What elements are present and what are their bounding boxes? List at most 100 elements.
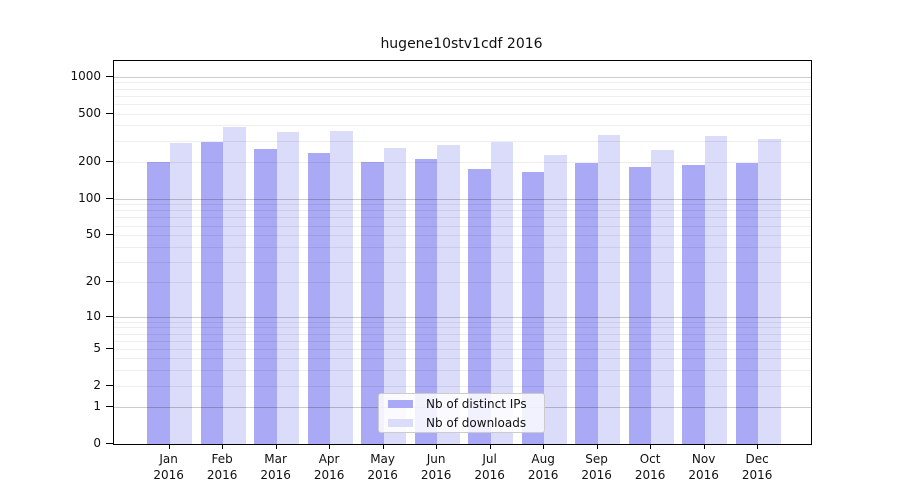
y-tick-label-2: 2 (93, 377, 101, 392)
gridline-500 (114, 113, 811, 115)
y-tick-label-1000: 1000 (70, 68, 101, 83)
x-tick-label-sep: Sep 2016 (581, 452, 612, 482)
legend-label-distinct-ips: Nb of distinct IPs (426, 396, 527, 411)
gridline-800 (114, 88, 811, 90)
y-tick-200 (106, 161, 113, 163)
bar-sep-downloads (597, 135, 621, 444)
x-tick-mar (275, 444, 277, 449)
bar-jun-downloads (437, 145, 460, 444)
y-tick-label-10: 10 (85, 308, 101, 323)
x-tick-label-jun: Jun 2016 (420, 452, 452, 482)
x-tick-jan (168, 444, 170, 449)
gridline-9 (114, 321, 811, 323)
bar-may-downloads (383, 147, 407, 444)
bar-nov-downloads (704, 136, 728, 444)
legend-label-downloads: Nb of downloads (426, 415, 527, 430)
gridline-300 (114, 140, 811, 142)
gridline-900 (114, 82, 811, 84)
gridline-6 (114, 340, 811, 342)
y-tick-label-500: 500 (78, 105, 101, 120)
bar-dec-downloads (758, 139, 781, 444)
gridline-4 (114, 358, 811, 360)
x-tick-nov (703, 444, 705, 449)
bar-jul-distinct-ips (468, 169, 491, 444)
chart-title: hugene10stv1cdf 2016 (380, 36, 543, 52)
bar-oct-downloads (651, 150, 674, 444)
plot-canvas (114, 61, 811, 444)
y-tick-0 (106, 443, 113, 444)
gridline-8 (114, 327, 811, 329)
gridline-80 (114, 210, 811, 212)
y-tick-label-200: 200 (78, 154, 101, 169)
y-tick-label-0: 0 (93, 436, 101, 450)
x-tick-label-feb: Feb 2016 (206, 452, 238, 482)
bar-jan-distinct-ips (147, 162, 170, 444)
legend: Nb of distinct IPs Nb of downloads (378, 393, 545, 433)
plot-area (113, 60, 812, 445)
gridline-1000 (114, 76, 811, 78)
legend-swatch-downloads (388, 418, 413, 427)
y-tick-1000 (106, 75, 113, 77)
y-tick-20 (106, 281, 113, 283)
bar-apr-distinct-ips (307, 152, 331, 444)
bar-sep-distinct-ips (575, 163, 598, 444)
bar-feb-downloads (223, 127, 246, 444)
y-tick-1 (106, 406, 113, 408)
x-tick-aug (543, 444, 545, 449)
bar-jun-distinct-ips (414, 158, 438, 444)
gridline-3 (114, 370, 811, 372)
legend-item-distinct-ips: Nb of distinct IPs (379, 396, 544, 412)
gridline-50 (114, 235, 811, 236)
legend-item-downloads: Nb of downloads (379, 415, 544, 431)
x-tick-label-oct: Oct 2016 (634, 452, 666, 482)
x-tick-may (382, 444, 384, 449)
legend-swatch-distinct-ips (388, 399, 413, 408)
y-tick-label-5: 5 (93, 340, 101, 355)
y-tick-5 (106, 347, 113, 349)
y-tick-100 (106, 197, 113, 199)
y-tick-label-1: 1 (93, 399, 101, 414)
bar-mar-distinct-ips (254, 149, 277, 444)
x-tick-oct (650, 444, 652, 449)
bar-dec-distinct-ips (735, 162, 759, 444)
gridline-400 (114, 125, 811, 127)
gridline-20 (114, 282, 811, 284)
y-tick-label-50: 50 (85, 227, 101, 241)
bar-feb-distinct-ips (200, 142, 224, 444)
bar-apr-downloads (330, 130, 353, 444)
gridline-7 (114, 333, 811, 335)
bar-oct-distinct-ips (628, 167, 652, 444)
x-tick-jun (436, 444, 438, 449)
bar-jan-downloads (169, 143, 193, 444)
x-tick-label-nov: Nov 2016 (688, 452, 719, 482)
y-tick-label-20: 20 (85, 274, 101, 289)
x-tick-label-may: May 2016 (367, 452, 398, 482)
gridline-200 (114, 162, 811, 164)
gridline-2 (114, 385, 811, 387)
gridline-30 (114, 261, 811, 263)
gridline-60 (114, 225, 811, 227)
y-tick-10 (106, 315, 113, 317)
bar-jul-downloads (490, 141, 514, 444)
x-tick-label-jan: Jan 2016 (153, 452, 184, 482)
y-tick-50 (106, 234, 113, 235)
x-tick-feb (222, 444, 224, 449)
bar-aug-distinct-ips (521, 171, 545, 444)
gridline-700 (114, 95, 811, 97)
bar-nov-distinct-ips (682, 165, 705, 444)
gridline-5 (114, 348, 811, 350)
x-tick-sep (596, 444, 598, 449)
x-tick-apr (329, 444, 331, 449)
y-tick-2 (106, 384, 113, 386)
gridline-100 (114, 198, 811, 200)
bar-aug-downloads (544, 154, 567, 444)
y-tick-label-100: 100 (78, 190, 101, 205)
x-tick-label-jul: Jul 2016 (474, 452, 505, 482)
bar-mar-downloads (276, 131, 300, 444)
gridline-40 (114, 246, 811, 248)
gridline-70 (114, 217, 811, 219)
y-tick-500 (106, 112, 113, 114)
gridline-10 (114, 316, 811, 318)
x-tick-label-dec: Dec 2016 (741, 452, 773, 482)
